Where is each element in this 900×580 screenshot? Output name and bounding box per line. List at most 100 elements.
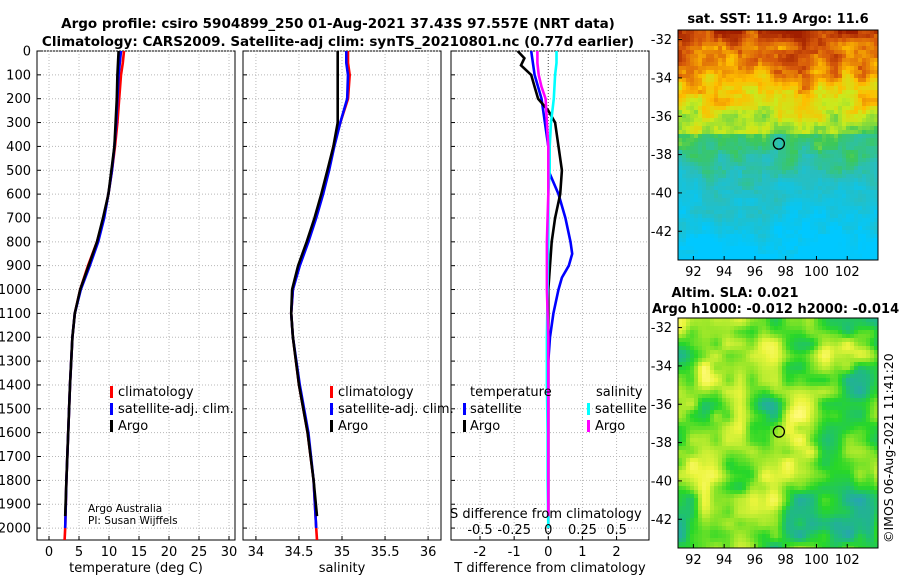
depth-tick-label: 800 xyxy=(6,235,31,250)
argo-position-marker xyxy=(772,137,786,150)
depth-tick-label: 200 xyxy=(6,92,31,107)
series-line-salinity-argo xyxy=(536,51,550,517)
x-tick-label: -2 xyxy=(474,545,487,560)
x-tick-label: 0 xyxy=(544,545,552,560)
map-lat-label: -34 xyxy=(651,71,672,86)
legend-swatch-t-satellite xyxy=(463,403,466,415)
depth-tick-label: 1300 xyxy=(0,355,31,370)
depth-tick-label: 100 xyxy=(6,68,31,83)
salinity-axis-label: salinity xyxy=(319,561,366,576)
map-lon-label: 94 xyxy=(716,265,733,280)
x-tick-label: 1 xyxy=(578,545,586,560)
depth-tick-label: 0 xyxy=(23,45,31,60)
legend-heading-salinity: salinity xyxy=(596,385,643,400)
depth-tick-label: 700 xyxy=(6,211,31,226)
imos-timestamp: ©IMOS 06-Aug-2021 11:41:20 xyxy=(881,353,896,543)
map-lat-label: -36 xyxy=(651,398,672,413)
legend-label-climatology: climatology xyxy=(338,385,414,400)
x-tick-label: 10 xyxy=(101,545,118,560)
x-tick-label: 34.5 xyxy=(284,545,313,560)
map-lat-label: -32 xyxy=(651,321,672,336)
legend-label-satellite: satellite-adj. clim. xyxy=(118,402,234,417)
s-diff-tick-label: 0.25 xyxy=(568,523,597,538)
map-lat-label: -42 xyxy=(651,513,672,528)
legend-swatch-climatology xyxy=(330,386,333,398)
series-line-argo xyxy=(289,51,340,517)
map-lon-label: 98 xyxy=(777,265,794,280)
depth-tick-label: 500 xyxy=(6,164,31,179)
s-diff-tick-label: 0 xyxy=(544,523,552,538)
legend-swatch-t-argo xyxy=(463,420,466,432)
map-lat-label: -40 xyxy=(651,186,672,201)
legend-label-t-satellite: satellite xyxy=(470,402,522,417)
figure-title-line2: Climatology: CARS2009. Satellite-adj cli… xyxy=(42,34,634,50)
x-tick-label: 2 xyxy=(612,545,620,560)
legend-swatch-climatology xyxy=(110,386,113,398)
map-lat-label: -38 xyxy=(651,436,672,451)
legend-swatch-satellite xyxy=(110,403,113,415)
legend-label-s-argo: Argo xyxy=(595,419,625,434)
map-lon-label: 98 xyxy=(777,553,794,568)
depth-tick-label: 1800 xyxy=(0,474,31,489)
depth-tick-label: 300 xyxy=(6,116,31,131)
depth-tick-label: 1100 xyxy=(0,307,31,322)
sst-map-frame xyxy=(677,29,879,261)
argo-position-marker xyxy=(772,425,786,438)
legend-label-t-argo: Argo xyxy=(470,419,500,434)
difference-legend: temperature salinity satellite Argo sate… xyxy=(463,385,647,434)
x-tick-label: 36 xyxy=(420,545,437,560)
map-lat-label: -34 xyxy=(651,359,672,374)
figure-title-line1: Argo profile: csiro 5904899_250 01-Aug-2… xyxy=(61,16,615,32)
x-tick-label: 20 xyxy=(161,545,178,560)
salinity-legend: climatology satellite-adj. clim. Argo xyxy=(330,385,454,434)
credit-line1: Argo Australia xyxy=(88,503,162,515)
depth-tick-label: 1400 xyxy=(0,378,31,393)
s-diff-tick-label: -0.25 xyxy=(497,523,531,538)
s-diff-tick-label: 0.5 xyxy=(606,523,627,538)
x-tick-label: 34 xyxy=(248,545,265,560)
map-lon-label: 102 xyxy=(835,553,860,568)
map-lat-label: -38 xyxy=(651,148,672,163)
series-line-argo xyxy=(63,51,120,517)
legend-swatch-s-satellite xyxy=(587,403,590,415)
map-lat-label: -42 xyxy=(651,225,672,240)
map-lon-label: 92 xyxy=(685,553,702,568)
map-lon-label: 96 xyxy=(747,265,764,280)
temperature-axis-label: temperature (deg C) xyxy=(69,561,203,576)
map-lon-label: 100 xyxy=(804,265,829,280)
depth-tick-label: 1900 xyxy=(0,498,31,513)
x-tick-label: 35 xyxy=(334,545,351,560)
s-difference-axis-label: S difference from climatology xyxy=(450,507,642,522)
map-lat-label: -32 xyxy=(651,33,672,48)
x-tick-label: 35.5 xyxy=(371,545,400,560)
x-tick-label: 25 xyxy=(191,545,208,560)
temperature-panel-frame xyxy=(36,50,236,541)
map-lon-label: 100 xyxy=(804,553,829,568)
depth-tick-label: 600 xyxy=(6,188,31,203)
sst-map-title: sat. SST: 11.9 Argo: 11.6 xyxy=(687,12,868,27)
legend-swatch-argo xyxy=(110,420,113,432)
map-lon-label: 102 xyxy=(835,265,860,280)
depth-tick-label: 400 xyxy=(6,140,31,155)
salinity-panel-frame xyxy=(242,50,442,541)
sla-map-title: Altim. SLA: 0.021 xyxy=(672,286,799,301)
legend-swatch-argo xyxy=(330,420,333,432)
map-lat-label: -40 xyxy=(651,474,672,489)
map-lat-label: -36 xyxy=(651,110,672,125)
legend-label-s-satellite: satellite xyxy=(595,402,647,417)
x-tick-label: 30 xyxy=(221,545,238,560)
legend-label-argo: Argo xyxy=(118,419,148,434)
sla-map-subtitle: Argo h1000: -0.012 h2000: -0.014 xyxy=(652,302,899,317)
legend-heading-temperature: temperature xyxy=(470,385,552,400)
map-lon-label: 92 xyxy=(685,265,702,280)
sla-map-frame xyxy=(677,317,879,549)
map-lon-label: 96 xyxy=(747,553,764,568)
legend-label-climatology: climatology xyxy=(118,385,194,400)
t-difference-axis-label: T difference from climatology xyxy=(453,561,646,576)
depth-tick-label: 1700 xyxy=(0,450,31,465)
sla-map xyxy=(678,318,878,548)
depth-tick-label: 1000 xyxy=(0,283,31,298)
temperature-legend: climatology satellite-adj. clim. Argo xyxy=(110,385,234,434)
legend-swatch-satellite xyxy=(330,403,333,415)
